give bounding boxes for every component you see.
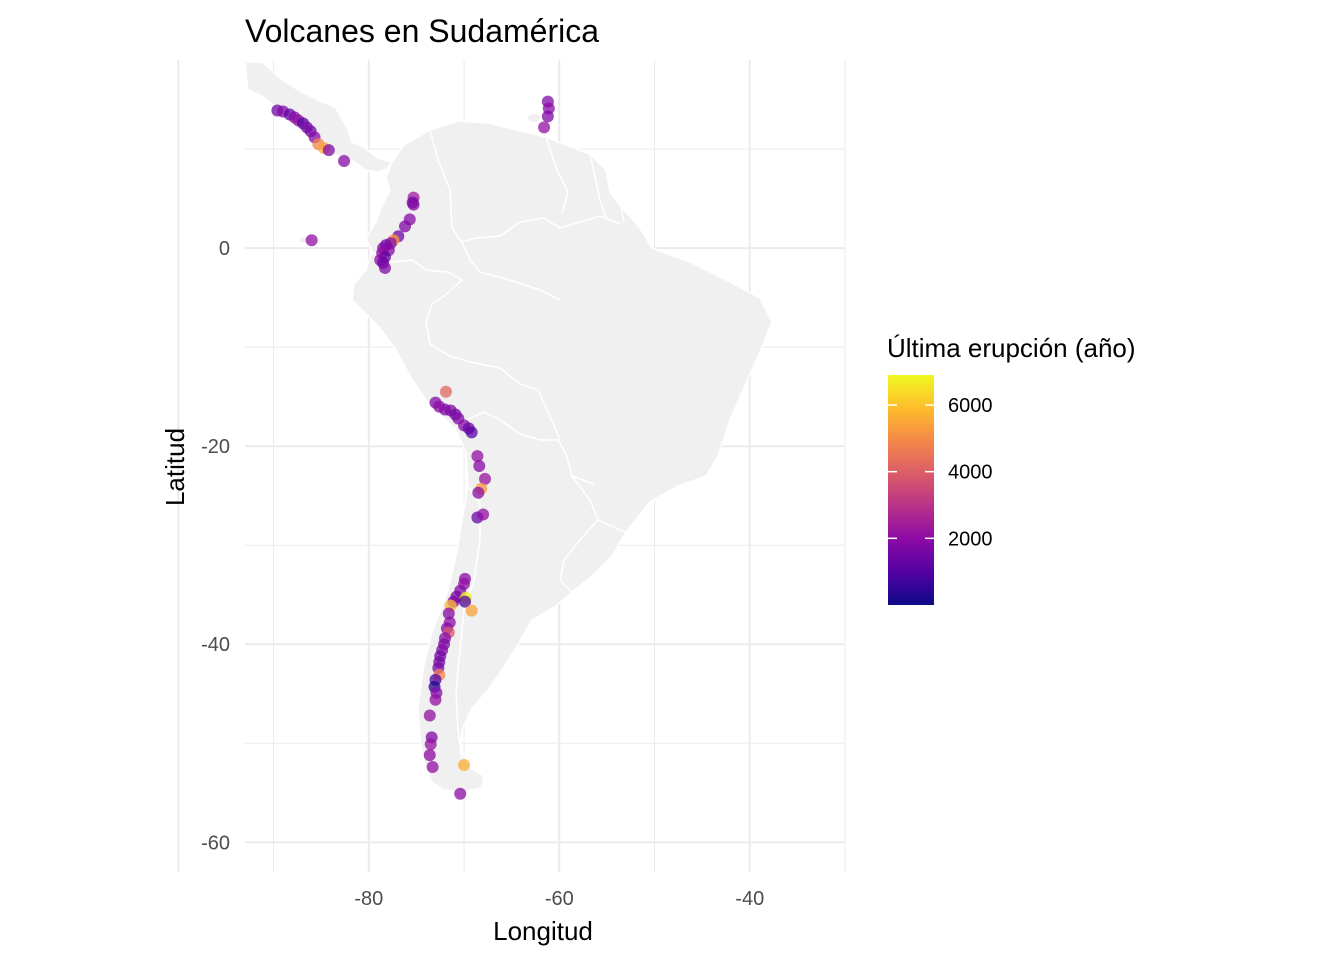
legend-ticks: 2000 4000 6000 xyxy=(888,395,993,550)
volcano-point xyxy=(407,198,420,211)
volcano-point xyxy=(458,759,471,772)
volcano-point xyxy=(473,460,486,472)
volcano-point xyxy=(305,234,318,247)
legend-tick-label: 4000 xyxy=(948,462,993,484)
volcano-point xyxy=(424,738,437,751)
land-central-america xyxy=(245,61,394,173)
volcano-point xyxy=(465,426,478,439)
x-tick-label: -80 xyxy=(354,888,383,910)
legend-colorbar xyxy=(888,375,934,605)
land-south-america xyxy=(351,120,773,793)
volcano-point xyxy=(477,508,490,521)
volcano-point xyxy=(442,607,455,620)
x-axis-title: Longitud xyxy=(493,916,593,946)
volcano-point xyxy=(426,761,439,774)
x-tick-label: -40 xyxy=(735,888,764,910)
south-america-map xyxy=(245,61,773,793)
volcano-point xyxy=(454,787,467,800)
volcano-point xyxy=(423,709,436,722)
legend-tick-label: 2000 xyxy=(948,528,993,550)
volcano-point xyxy=(322,144,335,157)
volcano-point xyxy=(471,450,484,463)
legend: Última erupción (año) 2000 4000 6000 xyxy=(887,333,1136,605)
y-axis-title: Latitud xyxy=(160,428,190,506)
land-trinidad xyxy=(528,114,540,122)
y-axis-ticks: 0 -20 -40 -60 xyxy=(201,238,230,854)
y-tick-label: -40 xyxy=(201,634,230,656)
volcano-point xyxy=(399,220,411,233)
volcano-point xyxy=(479,472,491,485)
volcano-point xyxy=(459,595,471,608)
volcano-point xyxy=(538,121,551,134)
volcano-point xyxy=(429,693,442,706)
volcano-point xyxy=(423,749,436,762)
y-tick-label: -20 xyxy=(201,436,230,458)
x-tick-label: -60 xyxy=(545,888,574,910)
chart-title: Volcanes en Sudamérica xyxy=(245,13,599,49)
volcano-point xyxy=(338,155,351,168)
x-axis-ticks: -80 -60 -40 xyxy=(354,888,764,910)
legend-tick-label: 6000 xyxy=(948,395,993,417)
legend-title: Última erupción (año) xyxy=(887,333,1136,363)
plot-panel xyxy=(177,60,846,872)
volcano-points xyxy=(271,95,555,800)
volcano-point xyxy=(472,486,485,499)
volcano-point xyxy=(379,261,391,274)
volcano-point xyxy=(465,604,478,617)
y-tick-label: -60 xyxy=(201,832,230,854)
volcano-point xyxy=(439,385,452,398)
y-tick-label: 0 xyxy=(219,238,230,260)
volcano-point xyxy=(541,110,554,123)
